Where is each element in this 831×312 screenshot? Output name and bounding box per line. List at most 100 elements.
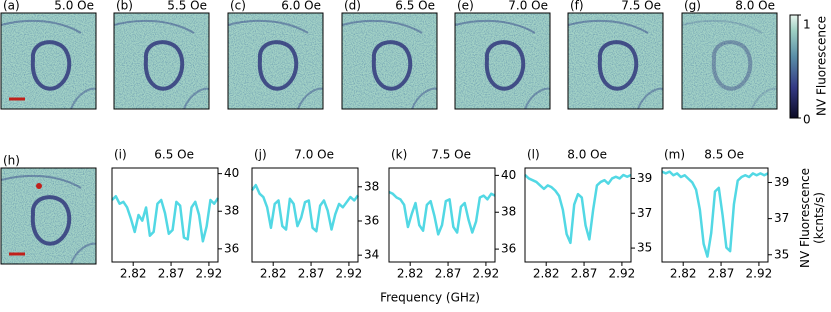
- y-tick-label: 37: [637, 206, 652, 220]
- domain-wall: [70, 242, 97, 265]
- panel-label: (m): [664, 148, 685, 162]
- domain-wall: [484, 40, 526, 91]
- domain-wall: [637, 87, 664, 110]
- y-tick-label: 40: [224, 166, 239, 180]
- panel-title: 6.5 Oe: [395, 0, 435, 13]
- image-noise: [1, 13, 96, 109]
- domain-wall: [30, 195, 72, 246]
- image-noise: [1, 168, 96, 264]
- panel-label: (f): [570, 0, 584, 13]
- y-tick-label: 38: [364, 179, 379, 193]
- image-noise: [228, 13, 323, 109]
- panel-label: (l): [527, 148, 540, 162]
- panel-label: (k): [391, 148, 407, 162]
- y-tick-label: 35: [774, 247, 789, 261]
- panel-label: (e): [457, 0, 474, 13]
- panel-title: 8.0 Oe: [735, 0, 775, 13]
- axes-frame: [661, 167, 769, 263]
- domain-wall: [0, 19, 82, 34]
- chart-title: 6.5 Oe: [154, 148, 194, 162]
- domain-wall: [30, 40, 72, 91]
- frame: [454, 12, 551, 110]
- image-noise: [114, 13, 209, 109]
- frame: [0, 167, 97, 265]
- x-tick-label: 2.92: [196, 267, 223, 281]
- y-tick-label: 36: [364, 213, 379, 227]
- x-tick-label: 2.87: [571, 267, 598, 281]
- domain-wall: [341, 19, 423, 34]
- x-tick-label: 2.82: [533, 267, 560, 281]
- panel-title: 7.0 Oe: [508, 0, 548, 13]
- frame: [681, 12, 778, 110]
- domain-wall: [183, 87, 210, 110]
- panel-label: (a): [3, 0, 20, 13]
- panel-title: 5.5 Oe: [167, 0, 207, 13]
- domain-wall: [0, 174, 82, 189]
- panel-title: 5.0 Oe: [54, 0, 94, 13]
- frame: [227, 12, 324, 110]
- panel-label: (c): [230, 0, 246, 13]
- y-tick-label: 38: [224, 204, 239, 218]
- frame: [567, 12, 664, 110]
- x-tick-label: 2.82: [397, 267, 424, 281]
- domain-wall: [411, 87, 438, 110]
- domain-wall: [143, 40, 185, 91]
- domain-wall: [597, 40, 639, 91]
- axes-frame: [388, 167, 496, 263]
- image-noise: [342, 13, 437, 109]
- line: [661, 170, 769, 258]
- image-noise: [568, 13, 663, 109]
- chart-title: 8.5 Oe: [704, 148, 744, 162]
- chart-title: 7.0 Oe: [294, 148, 334, 162]
- panel-label: (i): [114, 148, 127, 162]
- x-tick-label: 2.92: [746, 267, 773, 281]
- frame: [113, 12, 210, 110]
- domain-wall: [751, 87, 778, 110]
- panel-label: (j): [254, 148, 267, 162]
- y-tick-label: 37: [774, 211, 789, 225]
- colorbar-label: NV Fluorescence: [815, 16, 829, 116]
- x-tick-label: 2.87: [298, 267, 325, 281]
- x-tick-label: 2.92: [336, 267, 363, 281]
- y-tick-label: 35: [637, 241, 652, 255]
- panel-label: (b): [116, 0, 133, 13]
- line: [111, 194, 220, 243]
- line: [524, 173, 632, 245]
- line: [388, 190, 496, 236]
- frame: [0, 12, 97, 110]
- axes-frame: [111, 167, 219, 263]
- domain-wall: [70, 87, 97, 110]
- x-tick-label: 2.82: [120, 267, 147, 281]
- image-noise: [682, 13, 777, 109]
- panel-label: (g): [684, 0, 701, 13]
- x-tick-label: 2.82: [260, 267, 287, 281]
- colorbar-tick-label: 0: [803, 113, 811, 127]
- panel-label: (d): [344, 0, 361, 13]
- marker-dot: [36, 183, 42, 189]
- y-axis-label: NV Fluorescence (kcnts/s): [798, 167, 826, 269]
- domain-wall: [227, 19, 309, 34]
- axes-frame: [251, 167, 359, 263]
- x-tick-label: 2.87: [435, 267, 462, 281]
- domain-wall: [297, 87, 324, 110]
- panel-label: (h): [3, 154, 20, 168]
- domain-wall: [711, 40, 753, 91]
- line: [250, 183, 360, 233]
- x-axis-label: Frequency (GHz): [380, 291, 480, 305]
- colorbar: [789, 14, 799, 119]
- domain-wall: [524, 87, 551, 110]
- axes-frame: [524, 167, 632, 263]
- y-tick-label: 36: [224, 241, 239, 255]
- domain-wall: [257, 40, 299, 91]
- x-tick-label: 2.92: [609, 267, 636, 281]
- colorbar-tick-label: 1: [803, 18, 811, 32]
- y-tick-label: 39: [637, 171, 652, 185]
- x-tick-label: 2.87: [708, 267, 735, 281]
- y-tick-label: 39: [774, 175, 789, 189]
- x-tick-label: 2.82: [670, 267, 697, 281]
- y-tick-label: 40: [501, 168, 516, 182]
- x-tick-label: 2.92: [473, 267, 500, 281]
- frame: [341, 12, 438, 110]
